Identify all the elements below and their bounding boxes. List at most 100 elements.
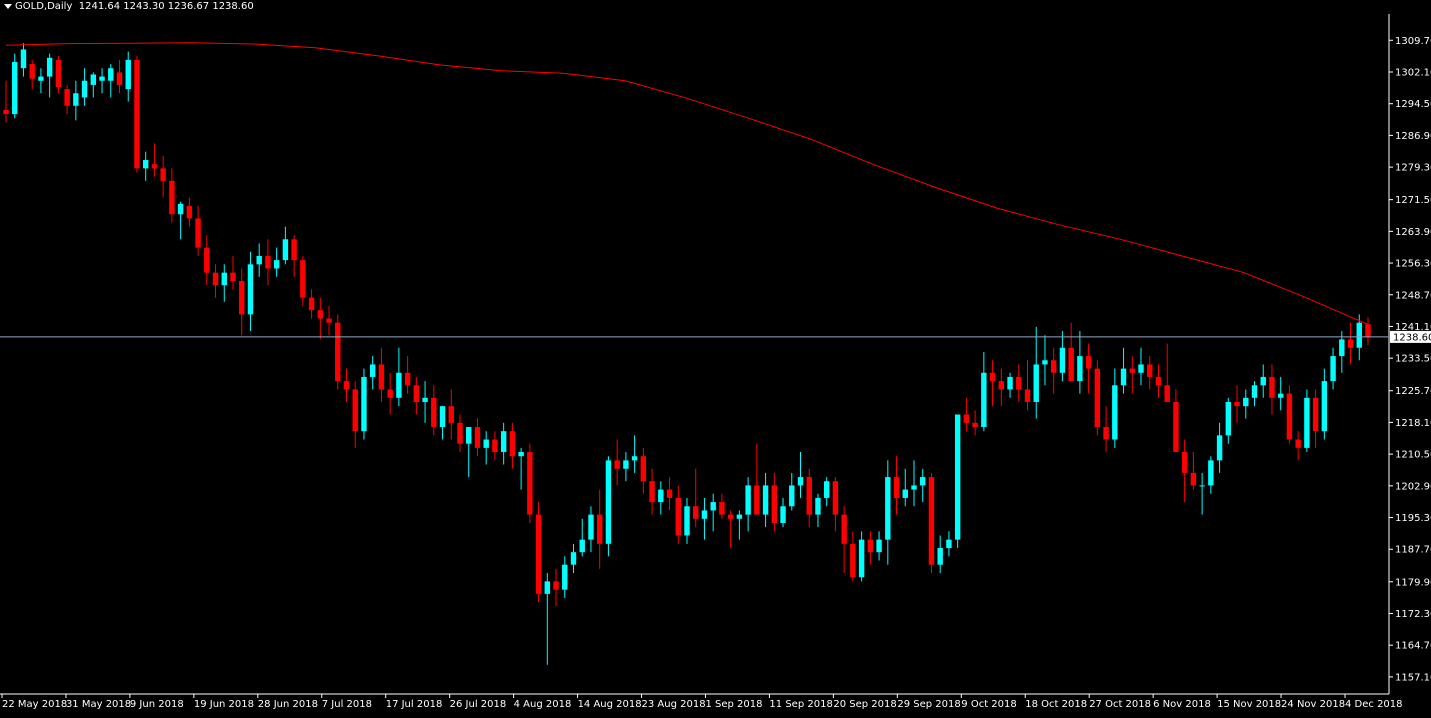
candle-body [509,431,516,457]
candle-body [963,414,970,423]
y-tick-label: 1179.90 [1395,577,1431,588]
candle-body [771,485,778,523]
candle-body [448,406,454,423]
candle-body [605,460,612,544]
candle-body [876,539,882,553]
y-tick-label: 1256.30 [1395,259,1431,270]
candle-body [439,406,446,428]
candle-body [46,57,53,77]
candle-body [640,456,647,482]
candle-body [404,372,411,386]
candle-body [55,59,62,88]
candle-body [300,260,306,298]
candle-body [1059,347,1066,373]
x-tick-label: 22 May 2018 [2,699,67,710]
candle-body [291,239,297,261]
candle-body [1164,385,1170,402]
current-price-label: 1238.60 [1393,332,1431,343]
candle-body [466,427,472,444]
moving-average-line [5,42,1369,325]
x-tick-label: 1 Sep 2018 [705,699,762,710]
candle-body [142,160,149,169]
x-tick-label: 9 Oct 2018 [961,699,1016,710]
candle-body [693,506,699,519]
candle-body [38,76,44,81]
candle-body [221,272,227,286]
candle-body [73,93,79,106]
candle-body [518,452,524,457]
candle-body [1181,452,1188,473]
candle-body [745,485,751,515]
y-tick-label: 1210.50 [1395,450,1431,461]
candle-body [1033,364,1039,402]
y-tick-label: 1157.10 [1395,672,1431,683]
candle-body [562,564,568,590]
x-tick-label: 24 Nov 2018 [1281,699,1345,710]
candle-body [701,510,708,519]
x-tick-label: 20 Sep 2018 [833,699,896,710]
candle-body [108,68,114,81]
candle-body [1120,368,1127,386]
candle-body [719,502,725,515]
candle-body [727,514,734,519]
candle-body [596,514,603,544]
candle-body [195,218,201,248]
candle-body [396,372,402,398]
y-tick-label: 1263.90 [1395,227,1431,238]
candle-body [1112,385,1118,440]
candle-body [579,539,585,553]
candle-body [1190,472,1197,486]
candle-body [850,543,856,578]
candle-body [1243,397,1249,407]
x-tick-label: 15 Nov 2018 [1217,699,1281,710]
candle-body [893,477,900,498]
x-tick-label: 29 Sep 2018 [897,699,960,710]
candle-body [954,414,961,540]
candle-body [797,477,804,486]
candle-body [736,514,743,519]
candle-body [867,539,874,553]
y-tick-label: 1195.30 [1395,513,1431,524]
candle-body [134,59,140,169]
candle-body [1016,376,1022,390]
candle-body [500,431,507,453]
candle-body [1330,356,1336,382]
candle-body [326,318,332,323]
candle-body [928,477,935,565]
x-tick-label: 17 Jul 2018 [386,699,443,710]
candle-body [282,239,289,261]
candle-body [535,514,542,594]
candle-body [675,497,681,536]
x-tick-label: 18 Oct 2018 [1025,699,1087,710]
candle-body [684,506,690,536]
y-tick-label: 1164.70 [1395,641,1431,652]
dropdown-triangle-icon[interactable] [4,3,12,9]
candle-body [29,64,35,79]
candle-body [631,456,638,461]
y-tick-label: 1294.50 [1395,99,1431,110]
y-tick-label: 1233.50 [1395,354,1431,365]
chart-header: GOLD,Daily 1241.64 1243.30 1236.67 1238.… [4,1,254,12]
candle-body [920,477,926,486]
candle-body [789,485,795,507]
y-tick-label: 1286.90 [1395,131,1431,142]
x-tick-label: 23 Aug 2018 [642,699,706,710]
y-tick-label: 1271.50 [1395,195,1431,206]
candle-body [754,485,760,515]
candle-body [832,481,839,515]
candle-body [3,109,9,115]
x-tick-label: 31 May 2018 [66,699,131,710]
candle-body [1356,322,1362,348]
candle-body [649,481,655,503]
candle-body [361,376,367,432]
candle-body [1155,376,1162,386]
candle-body [413,385,420,402]
candle-body [841,514,847,544]
candle-body [614,460,620,469]
y-tick-label: 1187.70 [1395,545,1431,556]
x-tick-label: 6 Nov 2018 [1153,699,1211,710]
candle-body [431,397,437,428]
candle-body [972,422,978,428]
candle-body [1286,393,1293,440]
